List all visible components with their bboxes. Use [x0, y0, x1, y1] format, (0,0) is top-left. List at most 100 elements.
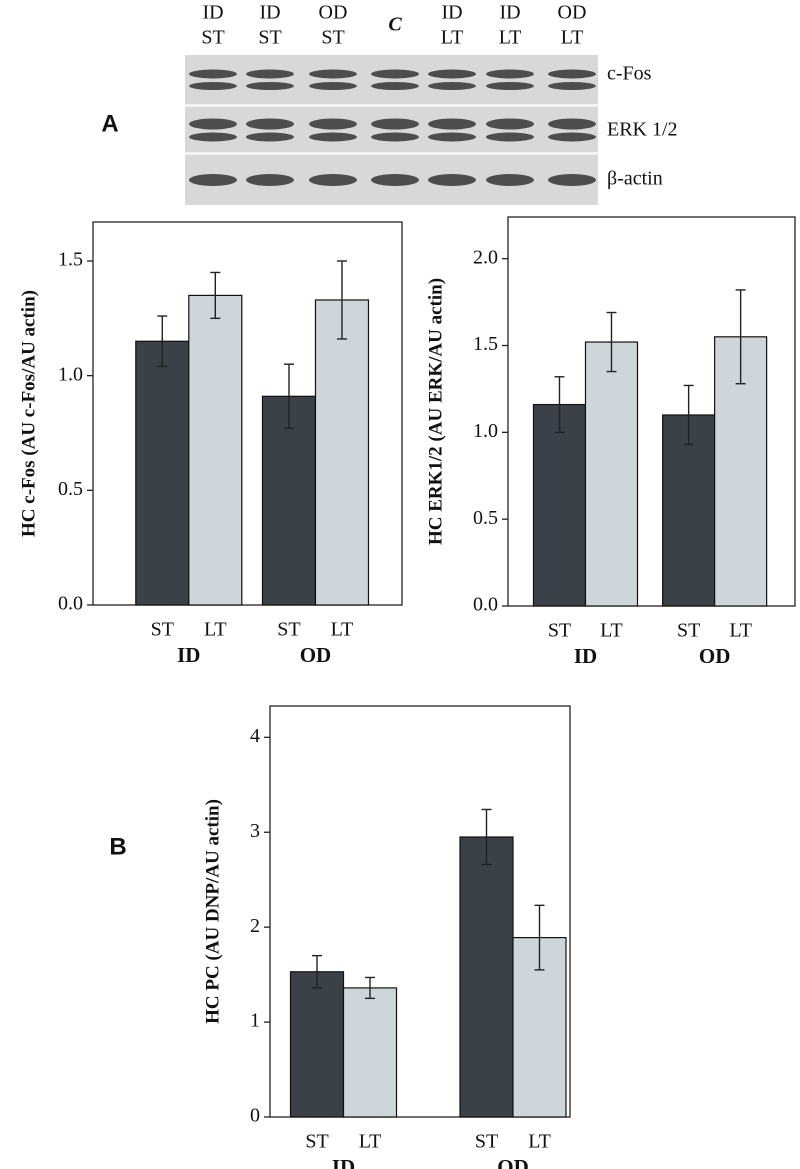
bar [188, 294, 243, 606]
blot-band [309, 174, 357, 186]
protein-label: β-actin [607, 168, 663, 190]
error-bar [312, 954, 322, 989]
error-bar [157, 315, 168, 368]
blot-band [309, 132, 357, 142]
blot-band [486, 174, 534, 186]
blot-band [486, 82, 534, 90]
y-tick-label: 1.5 [473, 333, 498, 355]
y-tick-label: 0.0 [473, 594, 498, 616]
y-tick-label: 2 [250, 915, 260, 937]
x-tick-label: LT [359, 1131, 382, 1153]
blot-band [428, 174, 476, 186]
blot-band [428, 132, 476, 142]
bar [662, 414, 716, 607]
error-bar [534, 904, 545, 971]
blot-band [309, 82, 357, 90]
blot-band [486, 118, 534, 130]
y-tick-label: 0.5 [473, 507, 498, 529]
bar [584, 341, 639, 607]
bar [314, 299, 370, 606]
blot-band [371, 132, 419, 142]
lane-label: C [388, 14, 402, 36]
lane-label: ST [258, 27, 281, 49]
y-tick-label: 0.5 [58, 478, 83, 500]
plot-frame [269, 705, 571, 1118]
blot-band [246, 118, 294, 130]
bar [532, 403, 587, 607]
blot-band [428, 118, 476, 130]
y-tick-label: 3 [250, 820, 260, 842]
bar [342, 987, 398, 1118]
lane-label: ID [259, 2, 280, 24]
y-tick-label: 1.5 [58, 249, 83, 271]
x-tick-label: ST [475, 1131, 498, 1153]
bar [261, 395, 317, 606]
y-axis-title: HC c-Fos (AU c-Fos/AU actin) [18, 290, 39, 537]
y-axis-title: HC ERK1/2 (AU ERK/AU actin) [425, 278, 446, 545]
y-axis-title: HC PC (AU DNP/AU actin) [202, 799, 223, 1024]
blot-band [189, 69, 237, 79]
y-tick-label: 1.0 [58, 363, 83, 385]
x-tick-label: LT [204, 619, 227, 641]
plot-frame [507, 216, 796, 607]
panel-label: A [101, 110, 118, 137]
lane-label: OD [319, 2, 348, 24]
lane-label: ID [499, 2, 520, 24]
blot-band [309, 118, 357, 130]
blot-band [246, 132, 294, 142]
group-label: OD [699, 644, 731, 668]
x-tick-label: ST [151, 619, 174, 641]
error-bar [606, 311, 617, 373]
y-tick-label: 0.0 [58, 593, 83, 615]
blot-band [246, 174, 294, 186]
x-tick-label: LT [528, 1131, 551, 1153]
x-tick-label: LT [600, 620, 623, 642]
group-label: ID [574, 644, 597, 668]
y-tick-label: 1.0 [473, 420, 498, 442]
blot-band [189, 174, 237, 186]
group-label: OD [300, 643, 332, 667]
blot-band [371, 118, 419, 130]
lane-label: ST [201, 27, 224, 49]
x-tick-label: ST [305, 1131, 328, 1153]
blot-band [428, 69, 476, 79]
x-tick-label: ST [677, 620, 700, 642]
blot-divider [185, 152, 598, 155]
lane-label: OD [558, 2, 587, 24]
group-label: ID [177, 643, 200, 667]
blot-band [371, 82, 419, 90]
y-tick-label: 1 [250, 1010, 260, 1032]
blot-divider [185, 104, 598, 107]
blot-band [486, 69, 534, 79]
error-bar [336, 260, 347, 340]
blot-band [246, 69, 294, 79]
x-tick-label: LT [729, 620, 752, 642]
blot-band [371, 174, 419, 186]
blot-band [189, 132, 237, 142]
error-bar [554, 376, 565, 434]
error-bar [210, 271, 221, 320]
lane-label: ST [321, 27, 344, 49]
blot-band [428, 82, 476, 90]
error-bar [735, 289, 746, 385]
y-tick-label: 0 [250, 1105, 260, 1127]
error-bar [481, 808, 492, 866]
plot-frame [92, 221, 403, 606]
blot-band [548, 118, 596, 130]
x-tick-label: ST [277, 619, 300, 641]
bar [289, 971, 345, 1118]
blot-band [548, 132, 596, 142]
lane-label: ID [202, 2, 223, 24]
y-tick-label: 4 [250, 725, 260, 747]
blot-band [548, 69, 596, 79]
lane-label: LT [441, 27, 464, 49]
bar [135, 340, 190, 606]
group-label: ID [332, 1155, 355, 1169]
blot-band [371, 69, 419, 79]
group-label: OD [497, 1155, 529, 1169]
blot-band [548, 82, 596, 90]
blot-band [189, 82, 237, 90]
y-tick-label: 2.0 [473, 246, 498, 268]
blot-band [486, 132, 534, 142]
